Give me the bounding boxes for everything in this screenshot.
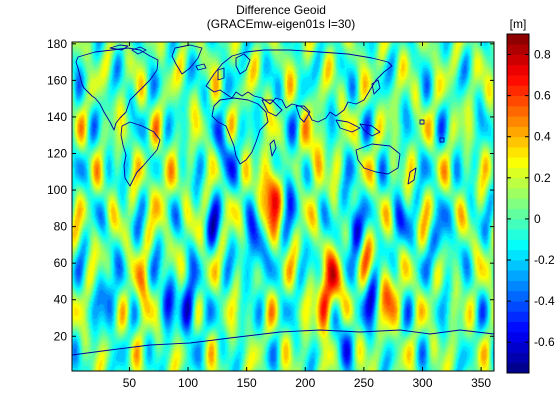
colorbar-band (507, 105, 529, 117)
x-tick-label: 300 (412, 376, 432, 390)
colorbar-band (507, 311, 529, 323)
colorbar-band (507, 249, 529, 261)
colorbar-band (507, 75, 529, 86)
y-tick-label: 80 (54, 220, 68, 234)
colorbar-band (507, 188, 529, 199)
y-tick-label: 100 (47, 183, 67, 197)
colorbar-tick-label: -0.4 (534, 294, 555, 308)
colorbar-frame (506, 33, 530, 374)
colorbar-band (507, 239, 529, 251)
colorbar-band (507, 270, 529, 281)
colorbar-band (507, 352, 529, 364)
y-tick-label: 120 (47, 146, 67, 160)
y-tick-label: 140 (47, 110, 67, 124)
colorbar-band (507, 280, 529, 292)
y-axis: 20 40 60 80 100 120 140 160 180 (47, 37, 494, 343)
colorbar-band (507, 198, 529, 210)
colorbar-band (507, 177, 529, 189)
x-tick-label: 100 (178, 376, 198, 390)
y-tick-label: 160 (47, 73, 67, 87)
colorbar-band (507, 362, 529, 374)
chart-title: Difference Geoid (236, 3, 326, 17)
colorbar-band (507, 126, 529, 138)
colorbar-band (507, 116, 529, 127)
colorbar-tick-label: 0.6 (534, 89, 551, 103)
colorbar-tick-label: -0.6 (534, 335, 555, 349)
colorbar-band (507, 95, 529, 107)
colorbar-band (507, 342, 529, 353)
y-tick-label: 40 (54, 293, 68, 307)
colorbar-ticks: -0.6 -0.4 -0.2 0 0.2 0.4 0.6 0.8 (507, 48, 555, 349)
x-tick-label: 350 (471, 376, 491, 390)
colorbar-tick-label: 0.8 (534, 48, 551, 62)
x-tick-label: 150 (237, 376, 257, 390)
chart-subtitle: (GRACEmw-eigen01s l=30) (207, 17, 355, 31)
x-tick-label: 50 (123, 376, 137, 390)
x-tick-label: 200 (295, 376, 315, 390)
colorbar-band (507, 208, 529, 220)
colorbar-band (507, 167, 529, 179)
colorbar-unit: [m] (510, 17, 527, 31)
x-tick-label: 250 (354, 376, 374, 390)
colorbar-band (507, 321, 529, 333)
y-tick-label: 180 (47, 37, 67, 51)
colorbar (507, 34, 529, 374)
y-tick-label: 20 (54, 329, 68, 343)
colorbar-tick-label: 0.4 (534, 130, 551, 144)
colorbar-band (507, 44, 529, 55)
y-tick-label: 60 (54, 256, 68, 270)
heatmap-plot (72, 42, 494, 371)
colorbar-band (507, 147, 529, 158)
colorbar-band (507, 260, 529, 271)
colorbar-band (507, 136, 529, 148)
geoid-heatmap (72, 42, 494, 371)
colorbar-band (507, 85, 529, 97)
colorbar-band (507, 229, 529, 240)
colorbar-band (507, 218, 529, 230)
colorbar-band (507, 54, 529, 66)
colorbar-band (507, 301, 529, 312)
plot-frame (71, 41, 495, 372)
x-axis: 50 100 150 200 250 300 350 (123, 42, 491, 390)
colorbar-band (507, 157, 529, 168)
colorbar-tick-label: -0.2 (534, 253, 555, 267)
colorbar-tick-label: 0.2 (534, 171, 551, 185)
colorbar-band (507, 64, 529, 76)
coastline-overlay (72, 44, 494, 356)
colorbar-band (507, 34, 529, 45)
colorbar-band (507, 331, 529, 343)
colorbar-band (507, 290, 529, 302)
colorbar-tick-label: 0 (534, 212, 541, 226)
